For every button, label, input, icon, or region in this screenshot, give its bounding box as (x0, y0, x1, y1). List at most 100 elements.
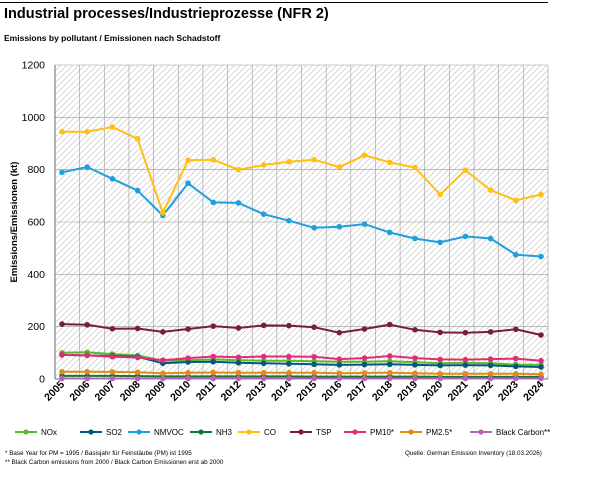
data-point-so2 (260, 360, 267, 367)
data-point-pm10 (210, 353, 217, 360)
data-point-so2 (487, 362, 494, 369)
legend-label: PM10* (370, 428, 394, 437)
data-point-pm10 (412, 355, 418, 361)
x-tick-label: 2022 (471, 379, 496, 404)
data-point-black-carbon (336, 375, 343, 382)
data-point-black-carbon (160, 375, 166, 382)
legend-item-pm2-5: PM2.5* (400, 428, 452, 437)
data-point-pm2-5 (336, 370, 343, 377)
data-point-nmvoc (361, 221, 368, 227)
data-point-pm10 (437, 356, 443, 363)
data-point-tsp (210, 323, 217, 329)
x-tick-label: 2023 (496, 379, 521, 404)
data-point-pm10 (260, 353, 267, 360)
legend-label: Black Carbon** (496, 428, 550, 437)
header-rule (0, 2, 548, 3)
x-tick-label: 2021 (445, 379, 470, 404)
data-point-pm10 (235, 354, 242, 361)
data-point-co (311, 156, 317, 163)
data-point-so2 (538, 364, 544, 370)
x-tick-label: 2014 (269, 379, 294, 404)
data-point-nmvoc (512, 251, 519, 258)
data-point-black-carbon (462, 375, 469, 382)
data-point-pm10 (59, 352, 65, 358)
data-point-tsp (462, 329, 469, 336)
data-point-so2 (185, 359, 191, 365)
data-point-so2 (412, 362, 418, 368)
data-point-co (260, 162, 267, 168)
data-point-co (210, 156, 217, 163)
data-point-co (412, 164, 418, 171)
data-point-black-carbon (437, 375, 443, 382)
data-point-black-carbon (134, 375, 141, 382)
data-point-black-carbon (512, 375, 519, 382)
data-point-black-carbon (260, 375, 267, 382)
x-tick-label: 2013 (244, 379, 269, 404)
legend-item-nmvoc: NMVOC (128, 428, 184, 437)
data-point-co (134, 135, 141, 142)
legend-swatch-marker (88, 429, 94, 435)
legend-item-tsp: TSP (290, 428, 332, 437)
data-point-co (386, 159, 393, 166)
source-note: Quelle: German Emission Inventory (18.03… (405, 450, 542, 457)
y-tick-label: 0 (39, 374, 45, 386)
data-point-pm10 (185, 355, 191, 361)
data-point-so2 (437, 362, 443, 369)
data-point-nmvoc (59, 169, 65, 176)
data-point-tsp (386, 321, 393, 328)
data-point-tsp (538, 332, 544, 338)
x-tick-label: 2006 (67, 379, 92, 404)
series-line-nox (61, 351, 542, 366)
data-point-pm10 (386, 353, 393, 359)
data-point-so2 (336, 362, 343, 368)
data-point-pm10 (336, 356, 343, 362)
legend-label: PM2.5* (426, 428, 452, 437)
series-line-co (62, 125, 542, 216)
data-point-pm10 (134, 354, 141, 361)
data-point-black-carbon (185, 375, 191, 382)
data-point-pm2-5 (538, 371, 544, 378)
x-tick-label: 2005 (42, 379, 67, 404)
data-point-tsp (512, 326, 519, 333)
y-tick-label: 1200 (22, 60, 46, 72)
data-point-pm2-5 (84, 368, 91, 375)
data-point-pm2-5 (361, 370, 368, 376)
data-point-pm2-5 (437, 370, 443, 377)
data-point-tsp (134, 325, 141, 332)
data-point-co (462, 167, 469, 173)
data-point-tsp (437, 329, 443, 336)
data-point-so2 (386, 361, 393, 368)
data-point-pm10 (109, 353, 116, 360)
data-point-nmvoc (538, 253, 544, 260)
data-point-pm2-5 (412, 370, 418, 377)
x-tick-label: 2007 (93, 379, 118, 404)
data-point-tsp (412, 327, 418, 333)
data-point-black-carbon (386, 375, 393, 382)
data-point-pm2-5 (311, 369, 317, 376)
data-point-tsp (109, 325, 116, 332)
legend-swatch-marker (408, 429, 414, 435)
data-point-pm2-5 (235, 369, 242, 376)
data-point-black-carbon (210, 375, 217, 382)
x-tick-label: 2010 (168, 379, 193, 404)
x-tick-label: 2011 (194, 379, 219, 404)
data-point-tsp (84, 322, 91, 328)
data-point-pm10 (311, 353, 317, 360)
data-point-nmvoc (386, 229, 393, 236)
data-point-nmvoc (487, 235, 494, 242)
legend-swatch-marker (246, 429, 252, 435)
data-point-tsp (260, 322, 267, 329)
data-point-nmvoc (109, 176, 116, 182)
data-point-pm2-5 (210, 369, 217, 376)
data-point-co (286, 159, 292, 165)
y-tick-label: 600 (27, 217, 45, 229)
data-point-black-carbon (361, 375, 368, 382)
data-point-so2 (361, 361, 368, 368)
legend-item-so2: SO2 (80, 428, 123, 437)
data-point-nmvoc (462, 233, 469, 240)
data-point-co (512, 197, 519, 204)
x-tick-label: 2018 (370, 379, 395, 404)
data-point-co (538, 191, 544, 198)
data-point-co (160, 210, 166, 216)
